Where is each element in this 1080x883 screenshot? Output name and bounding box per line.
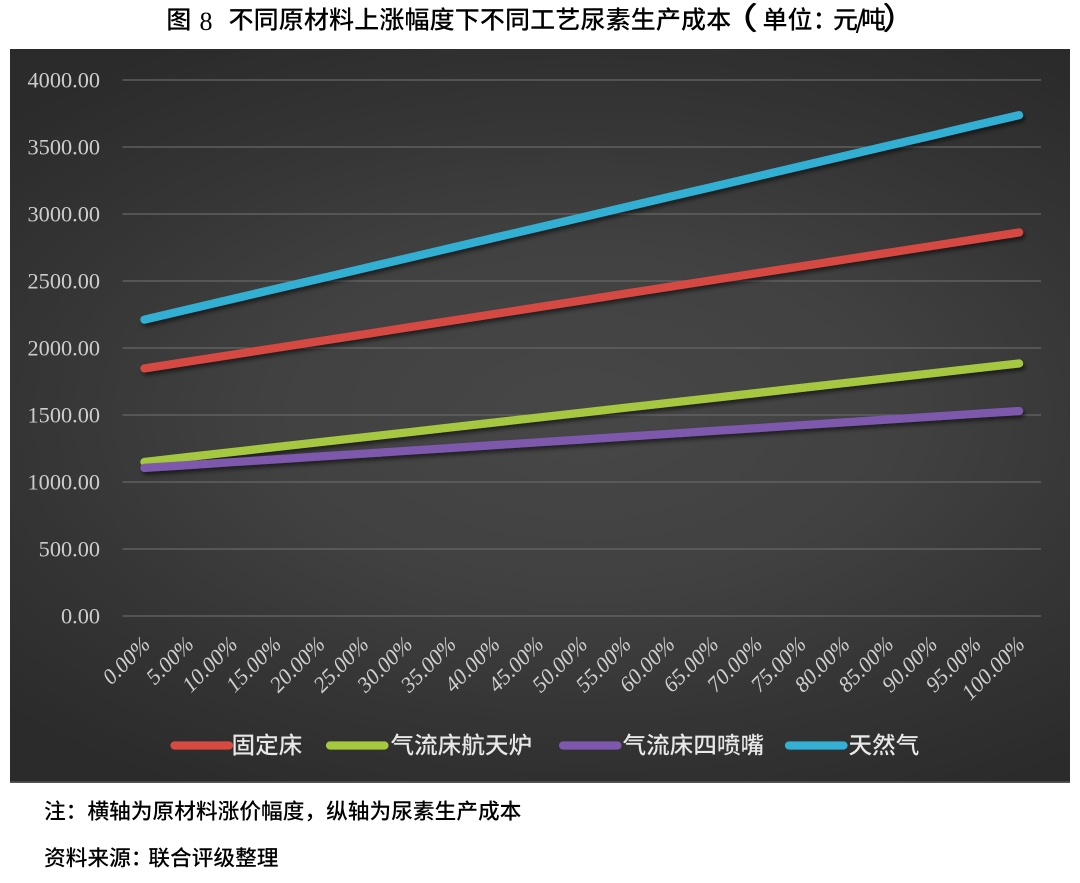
svg-text:500.00: 500.00 (39, 537, 100, 562)
svg-text:3500.00: 3500.00 (28, 135, 100, 160)
svg-text:1000.00: 1000.00 (28, 470, 100, 495)
svg-text:1500.00: 1500.00 (28, 403, 100, 428)
svg-text:4000.00: 4000.00 (28, 68, 100, 93)
svg-text:8: 8 (200, 7, 213, 36)
svg-text:2500.00: 2500.00 (28, 269, 100, 294)
svg-text:3000.00: 3000.00 (28, 202, 100, 227)
svg-text:2000.00: 2000.00 (28, 336, 100, 361)
svg-text:0.00: 0.00 (61, 604, 100, 629)
